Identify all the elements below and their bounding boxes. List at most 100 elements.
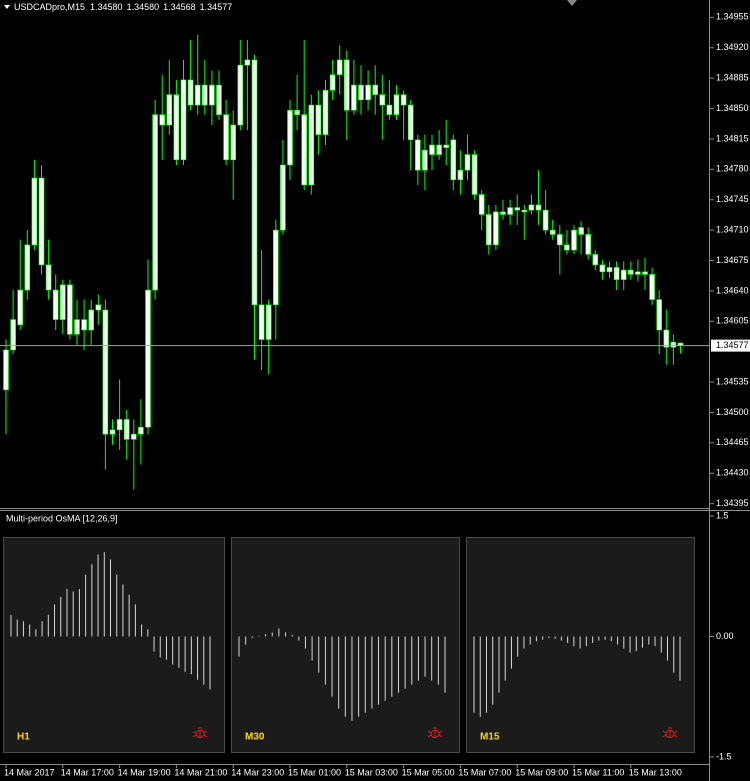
y-tick-label: 1.34745: [716, 194, 749, 204]
y-tick-label: 1.34640: [716, 285, 749, 295]
candle-body: [67, 284, 73, 335]
candle-body: [322, 90, 329, 135]
candle-body: [116, 419, 123, 431]
candle-body: [74, 319, 80, 335]
candle-body: [280, 164, 286, 231]
symbol: USDCADpro,M15: [14, 2, 85, 12]
candle-body: [471, 154, 478, 195]
candle-body: [436, 144, 442, 155]
shift-marker: [567, 0, 577, 6]
candle-body: [407, 104, 414, 141]
candle-body: [88, 309, 94, 331]
y-tick-label: 1.34815: [716, 133, 749, 143]
candle-body: [386, 104, 393, 115]
y-tick-label: 1.34500: [716, 407, 749, 417]
x-tick-label: 14 Mar 17:00: [61, 767, 114, 777]
candle-body: [180, 79, 187, 161]
x-tick-label: 14 Mar 23:00: [231, 767, 284, 777]
candle-body: [244, 59, 251, 66]
alert-icon: [662, 727, 678, 738]
candle-body: [613, 267, 620, 280]
candle-body: [258, 304, 265, 340]
candle-body: [514, 207, 521, 211]
chart-title: USDCADpro,M15 1.34580 1.34580 1.34568 1.3457…: [14, 2, 232, 12]
candle-body: [521, 209, 528, 213]
candle-body: [10, 319, 16, 351]
x-tick-label: 15 Mar 01:00: [288, 767, 341, 777]
candle-body: [500, 211, 506, 215]
x-tick-label: 15 Mar 09:00: [515, 767, 568, 777]
candle-body: [24, 244, 31, 291]
candle-body: [358, 84, 364, 101]
y-tick-label: 1.34465: [716, 437, 749, 447]
candle-body: [159, 114, 165, 126]
x-tick-label: 14 Mar 19:00: [118, 767, 171, 777]
candle-body: [52, 289, 59, 320]
candle-body: [315, 104, 322, 135]
quote: 1.34580: [90, 2, 123, 12]
candle-body: [223, 114, 229, 161]
candle-body: [422, 149, 428, 171]
candle-body: [606, 267, 613, 273]
candle-body: [663, 329, 670, 348]
x-tick-label: 15 Mar 13:00: [629, 767, 682, 777]
candle-body: [578, 227, 584, 235]
candle-body: [564, 244, 570, 251]
candle-body: [542, 209, 549, 231]
candle-body: [379, 94, 386, 106]
y-tick-label: 1.34920: [716, 42, 749, 52]
candle-body: [202, 84, 208, 106]
candle-body: [599, 264, 606, 273]
candle-body: [670, 341, 677, 348]
panel-label: H1: [17, 732, 30, 743]
panel-label: M15: [480, 732, 500, 743]
candle-body: [450, 139, 457, 181]
quote: 1.34568: [163, 2, 196, 12]
candle-body: [138, 426, 144, 435]
candle-body: [31, 177, 38, 246]
candle-body: [478, 194, 485, 215]
panel-box: [3, 537, 225, 753]
candle-body: [308, 104, 315, 186]
candle-body: [635, 271, 641, 275]
candle-body: [464, 154, 471, 171]
x-tick-label: 15 Mar 07:00: [458, 767, 511, 777]
x-tick-label: 15 Mar 11:00: [572, 767, 624, 777]
y-tick-label: 1.34955: [716, 12, 749, 22]
candle-body: [528, 204, 535, 211]
candle-body: [145, 289, 151, 428]
candle-body: [343, 59, 350, 111]
candle-body: [592, 254, 599, 266]
candle-body: [620, 269, 627, 280]
candle-body: [123, 419, 130, 440]
y-tick-label: 1.5: [716, 510, 729, 520]
y-tick-label: 1.34605: [716, 316, 749, 326]
candle-body: [549, 229, 556, 235]
candle-body: [38, 177, 45, 266]
candle-body: [414, 139, 421, 171]
candle-body: [351, 84, 357, 111]
indicator-title: Multi-period OsMA [12,26,9]: [6, 513, 118, 523]
candle-body: [627, 269, 634, 275]
candle-body: [535, 204, 542, 211]
candle-body: [251, 59, 258, 306]
candle-body: [194, 84, 201, 106]
x-tick-label: 15 Mar 05:00: [402, 767, 455, 777]
y-tick-label: 1.34535: [716, 376, 749, 386]
candle-body: [642, 271, 648, 275]
candle-body: [301, 114, 308, 186]
x-tick-label: 15 Mar 03:00: [345, 767, 398, 777]
candle-body: [393, 94, 400, 115]
candle-body: [443, 144, 450, 148]
quote: 1.34577: [200, 2, 233, 12]
x-tick-label: 14 Mar 2017: [4, 767, 55, 777]
y-tick-label: 1.34395: [716, 498, 749, 508]
candle-body: [287, 109, 293, 166]
candle-body: [152, 114, 158, 291]
current-price-box: [711, 339, 750, 352]
candle-body: [17, 289, 24, 326]
candle-body: [336, 59, 343, 75]
candle-body: [365, 84, 371, 101]
candle-body: [265, 304, 272, 340]
quote: 1.34580: [127, 2, 160, 12]
